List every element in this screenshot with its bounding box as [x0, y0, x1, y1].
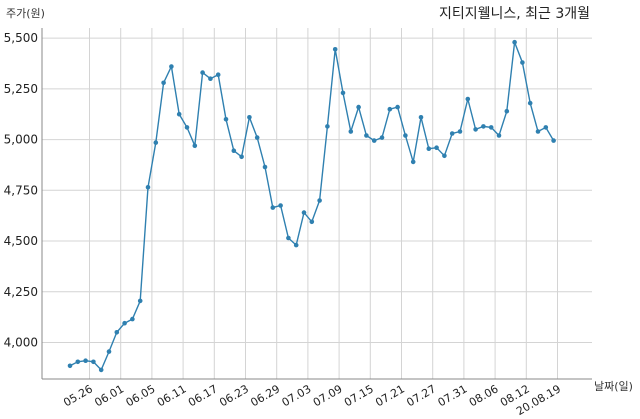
data-point — [184, 125, 190, 130]
data-point — [473, 127, 478, 132]
data-point — [192, 143, 198, 148]
x-axis-label: 날짜(일) — [594, 379, 633, 393]
data-point — [301, 210, 307, 215]
data-point — [208, 76, 213, 81]
data-point — [340, 90, 346, 96]
data-point — [153, 140, 159, 145]
data-point — [332, 47, 338, 52]
x-tick-label: 05.26 — [61, 382, 95, 409]
x-tick-label: 07.21 — [373, 382, 407, 409]
data-point — [481, 124, 486, 129]
data-point — [254, 135, 260, 140]
data-point — [527, 100, 533, 106]
data-point — [543, 125, 549, 130]
x-tick-label: 06.23 — [217, 382, 251, 409]
data-point — [67, 363, 73, 369]
data-point — [200, 70, 205, 75]
data-point — [145, 185, 151, 190]
x-tick-label: 06.29 — [248, 382, 282, 409]
y-tick-label: 4,000 — [4, 335, 38, 349]
data-point — [317, 198, 322, 203]
data-point — [434, 145, 439, 150]
data-point — [457, 129, 463, 134]
data-point — [262, 164, 268, 170]
data-point — [137, 298, 143, 304]
data-points — [67, 39, 556, 373]
data-point — [371, 138, 377, 143]
data-point — [348, 129, 354, 134]
data-point — [403, 133, 408, 138]
data-point — [309, 219, 315, 225]
data-point — [91, 359, 96, 365]
data-point — [465, 96, 471, 102]
data-point — [231, 148, 237, 153]
data-point — [239, 154, 244, 160]
data-point — [387, 106, 393, 112]
data-point — [169, 64, 174, 69]
data-point — [278, 203, 283, 208]
data-point — [247, 115, 252, 120]
y-tick-label: 4,500 — [4, 234, 38, 248]
data-point — [98, 367, 104, 373]
data-point — [488, 125, 494, 130]
data-point — [122, 320, 127, 326]
x-tick-label: 06.01 — [92, 382, 126, 409]
x-tick-label: 06.11 — [155, 382, 189, 409]
data-point — [176, 111, 182, 117]
data-point — [325, 124, 330, 129]
data-point — [512, 39, 517, 45]
data-point — [418, 115, 424, 120]
data-point — [130, 316, 135, 322]
data-point — [83, 358, 88, 364]
data-point — [223, 117, 229, 122]
y-tick-label: 4,750 — [4, 183, 38, 197]
grid-lines — [42, 28, 592, 379]
data-point — [449, 131, 455, 136]
data-point — [106, 349, 112, 354]
x-tick-label: 07.31 — [436, 382, 470, 409]
data-point — [395, 104, 400, 110]
data-point — [114, 330, 120, 335]
y-tick-label: 5,250 — [4, 82, 38, 96]
data-point — [293, 242, 299, 248]
price-line — [69, 41, 555, 372]
data-point — [161, 80, 166, 86]
x-tick-label: 07.15 — [342, 382, 376, 409]
data-point — [356, 104, 361, 110]
data-point — [286, 235, 291, 241]
data-point — [410, 159, 416, 165]
x-tick-label: 07.09 — [311, 382, 345, 409]
data-point — [496, 133, 502, 138]
y-tick-label: 4,250 — [4, 285, 38, 299]
data-point — [270, 205, 276, 210]
y-tick-label: 5,500 — [4, 31, 38, 45]
y-tick-label: 5,000 — [4, 133, 38, 147]
chart-title: 지티지웰니스, 최근 3개월 — [439, 6, 590, 22]
y-axis-label: 주가(원) — [6, 7, 45, 20]
data-point — [215, 72, 221, 77]
data-point — [379, 135, 385, 140]
y-tick-labels: 4,000 4,250 4,500 4,750 5,000 5,250 5,500 — [4, 31, 38, 349]
x-tick-label: 07.03 — [280, 382, 314, 409]
data-point — [504, 108, 510, 114]
x-tick-label: 08.06 — [467, 382, 501, 409]
data-point — [520, 60, 525, 65]
data-point — [442, 153, 447, 159]
x-tick-label: 06.05 — [124, 382, 158, 409]
data-point — [364, 133, 369, 138]
axes — [41, 28, 592, 380]
data-point — [75, 359, 81, 365]
data-point — [551, 138, 556, 143]
x-tick-label: 06.17 — [186, 382, 220, 409]
x-tick-labels: 05.2606.0106.0506.1106.1706.2306.2907.03… — [61, 382, 563, 418]
data-point — [426, 146, 432, 151]
x-tick-label: 07.27 — [404, 382, 438, 409]
data-point — [535, 129, 541, 134]
